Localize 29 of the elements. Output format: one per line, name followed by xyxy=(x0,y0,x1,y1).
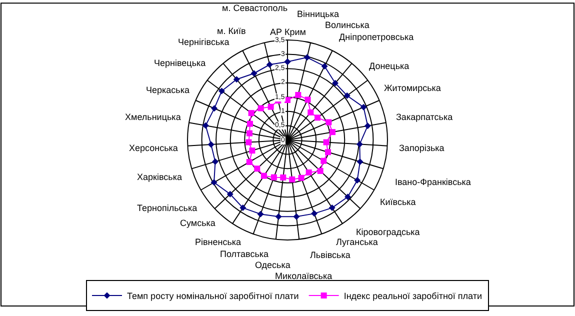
spoke-label: Одеська xyxy=(255,260,290,270)
spoke-label: Донецька xyxy=(369,61,410,71)
spoke-label: Волинська xyxy=(325,20,370,30)
spoke-label: Херсонська xyxy=(129,143,178,153)
spoke-label: Рівненська xyxy=(195,237,242,247)
spoke-label: Чернігівська xyxy=(178,37,230,47)
spoke-label: Запорізька xyxy=(399,143,444,153)
spoke-label: Миколаївська xyxy=(275,271,332,281)
spoke-label: АР Крим xyxy=(270,27,306,37)
spoke-label: Дніпропетровська xyxy=(339,32,414,42)
spoke-label: м. Київ xyxy=(217,26,246,36)
spoke-label: Закарпатська xyxy=(396,112,453,122)
spoke-label: Львівська xyxy=(310,250,350,260)
spoke-label: Тернопільська xyxy=(137,203,198,213)
legend-label: Темп росту номінальної заробітної плати xyxy=(127,291,299,302)
spoke-label: Чернівецька xyxy=(154,58,206,68)
spoke-label: Луганська xyxy=(336,237,378,247)
spoke-label: Сумська xyxy=(180,218,216,228)
spoke-label: Житомирська xyxy=(384,83,441,93)
spoke-label: м. Севастополь xyxy=(222,3,288,13)
spoke-label: Харківська xyxy=(137,172,182,182)
spoke-label: Хмельницька xyxy=(125,112,181,122)
spoke-label: Київська xyxy=(380,197,416,207)
spoke-label: Вінницька xyxy=(297,9,339,19)
spoke-label: Івано-Франківська xyxy=(395,177,471,187)
spoke-label: Черкаська xyxy=(146,85,190,95)
spoke-label: Полтавська xyxy=(220,249,269,259)
legend-label: Індекс реальної заробітної плати xyxy=(344,291,482,302)
spoke-label: Кіровоградська xyxy=(356,227,420,237)
